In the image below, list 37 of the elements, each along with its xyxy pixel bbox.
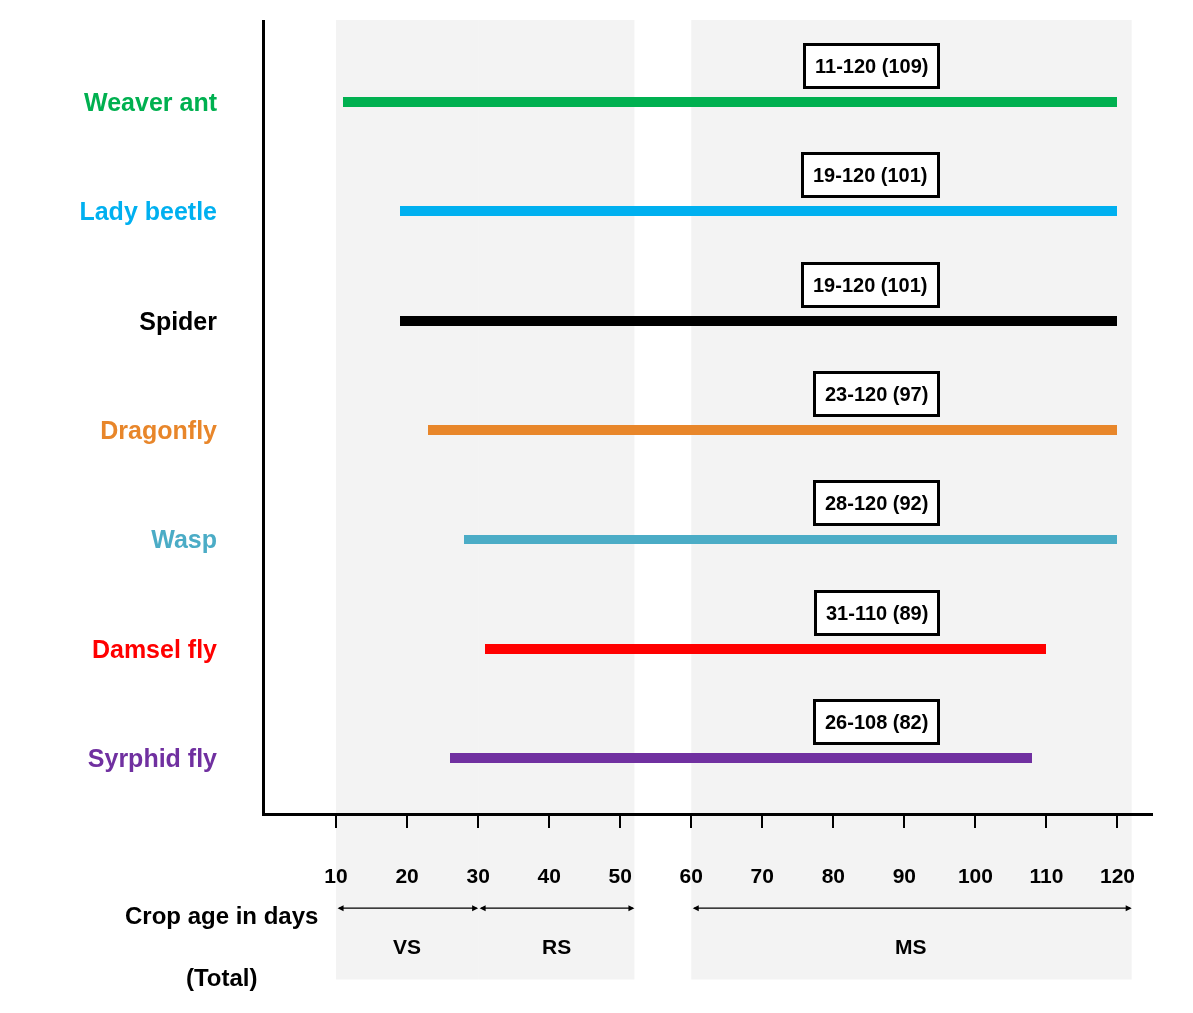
x-tick-label: 30 xyxy=(466,864,490,888)
band-label: VS xyxy=(393,935,422,958)
data-label: 26-108 (82) xyxy=(825,711,929,733)
data-label: 11-120 (109) xyxy=(815,55,929,77)
y-tick-label: Syrphid fly xyxy=(87,744,218,773)
x-tick-label: 60 xyxy=(679,864,703,888)
bar xyxy=(343,97,1117,107)
x-tick-label: 40 xyxy=(537,864,561,888)
x-tick-label: 110 xyxy=(1029,864,1064,888)
text: Crop age in days (Total) xyxy=(125,902,319,992)
data-label: 28-120 (92) xyxy=(825,492,929,514)
bar xyxy=(428,425,1117,435)
y-tick-label: Spider xyxy=(139,306,218,335)
bar xyxy=(485,644,1046,654)
data-label: 23-120 (97) xyxy=(825,383,929,405)
data-label: 19-120 (101) xyxy=(813,164,928,186)
x-tick-label: 10 xyxy=(324,864,348,888)
x-tick-label: 80 xyxy=(821,864,845,888)
x-tick-label: 90 xyxy=(892,864,917,888)
bar xyxy=(450,753,1032,763)
y-tick-label: Weaver ant xyxy=(84,87,218,116)
x-tick-label: 100 xyxy=(957,864,993,888)
y-tick-label: Wasp xyxy=(151,525,217,554)
y-tick-label: Dragonfly xyxy=(100,415,218,444)
bar xyxy=(400,206,1117,216)
x-tick-label: 120 xyxy=(1099,864,1135,888)
data-label: 31-110 (89) xyxy=(826,602,929,624)
bar xyxy=(464,535,1117,544)
x-tick-label: 20 xyxy=(395,864,419,888)
x-tick-label: 50 xyxy=(608,864,632,888)
x-tick-label: 70 xyxy=(750,864,774,888)
bar xyxy=(400,316,1117,326)
band-label: MS xyxy=(895,935,927,958)
y-tick-label: Lady beetle xyxy=(79,197,218,226)
y-tick-label: Damsel fly xyxy=(91,634,218,663)
data-label: 19-120 (101) xyxy=(813,274,928,296)
band-label: RS xyxy=(542,935,572,958)
